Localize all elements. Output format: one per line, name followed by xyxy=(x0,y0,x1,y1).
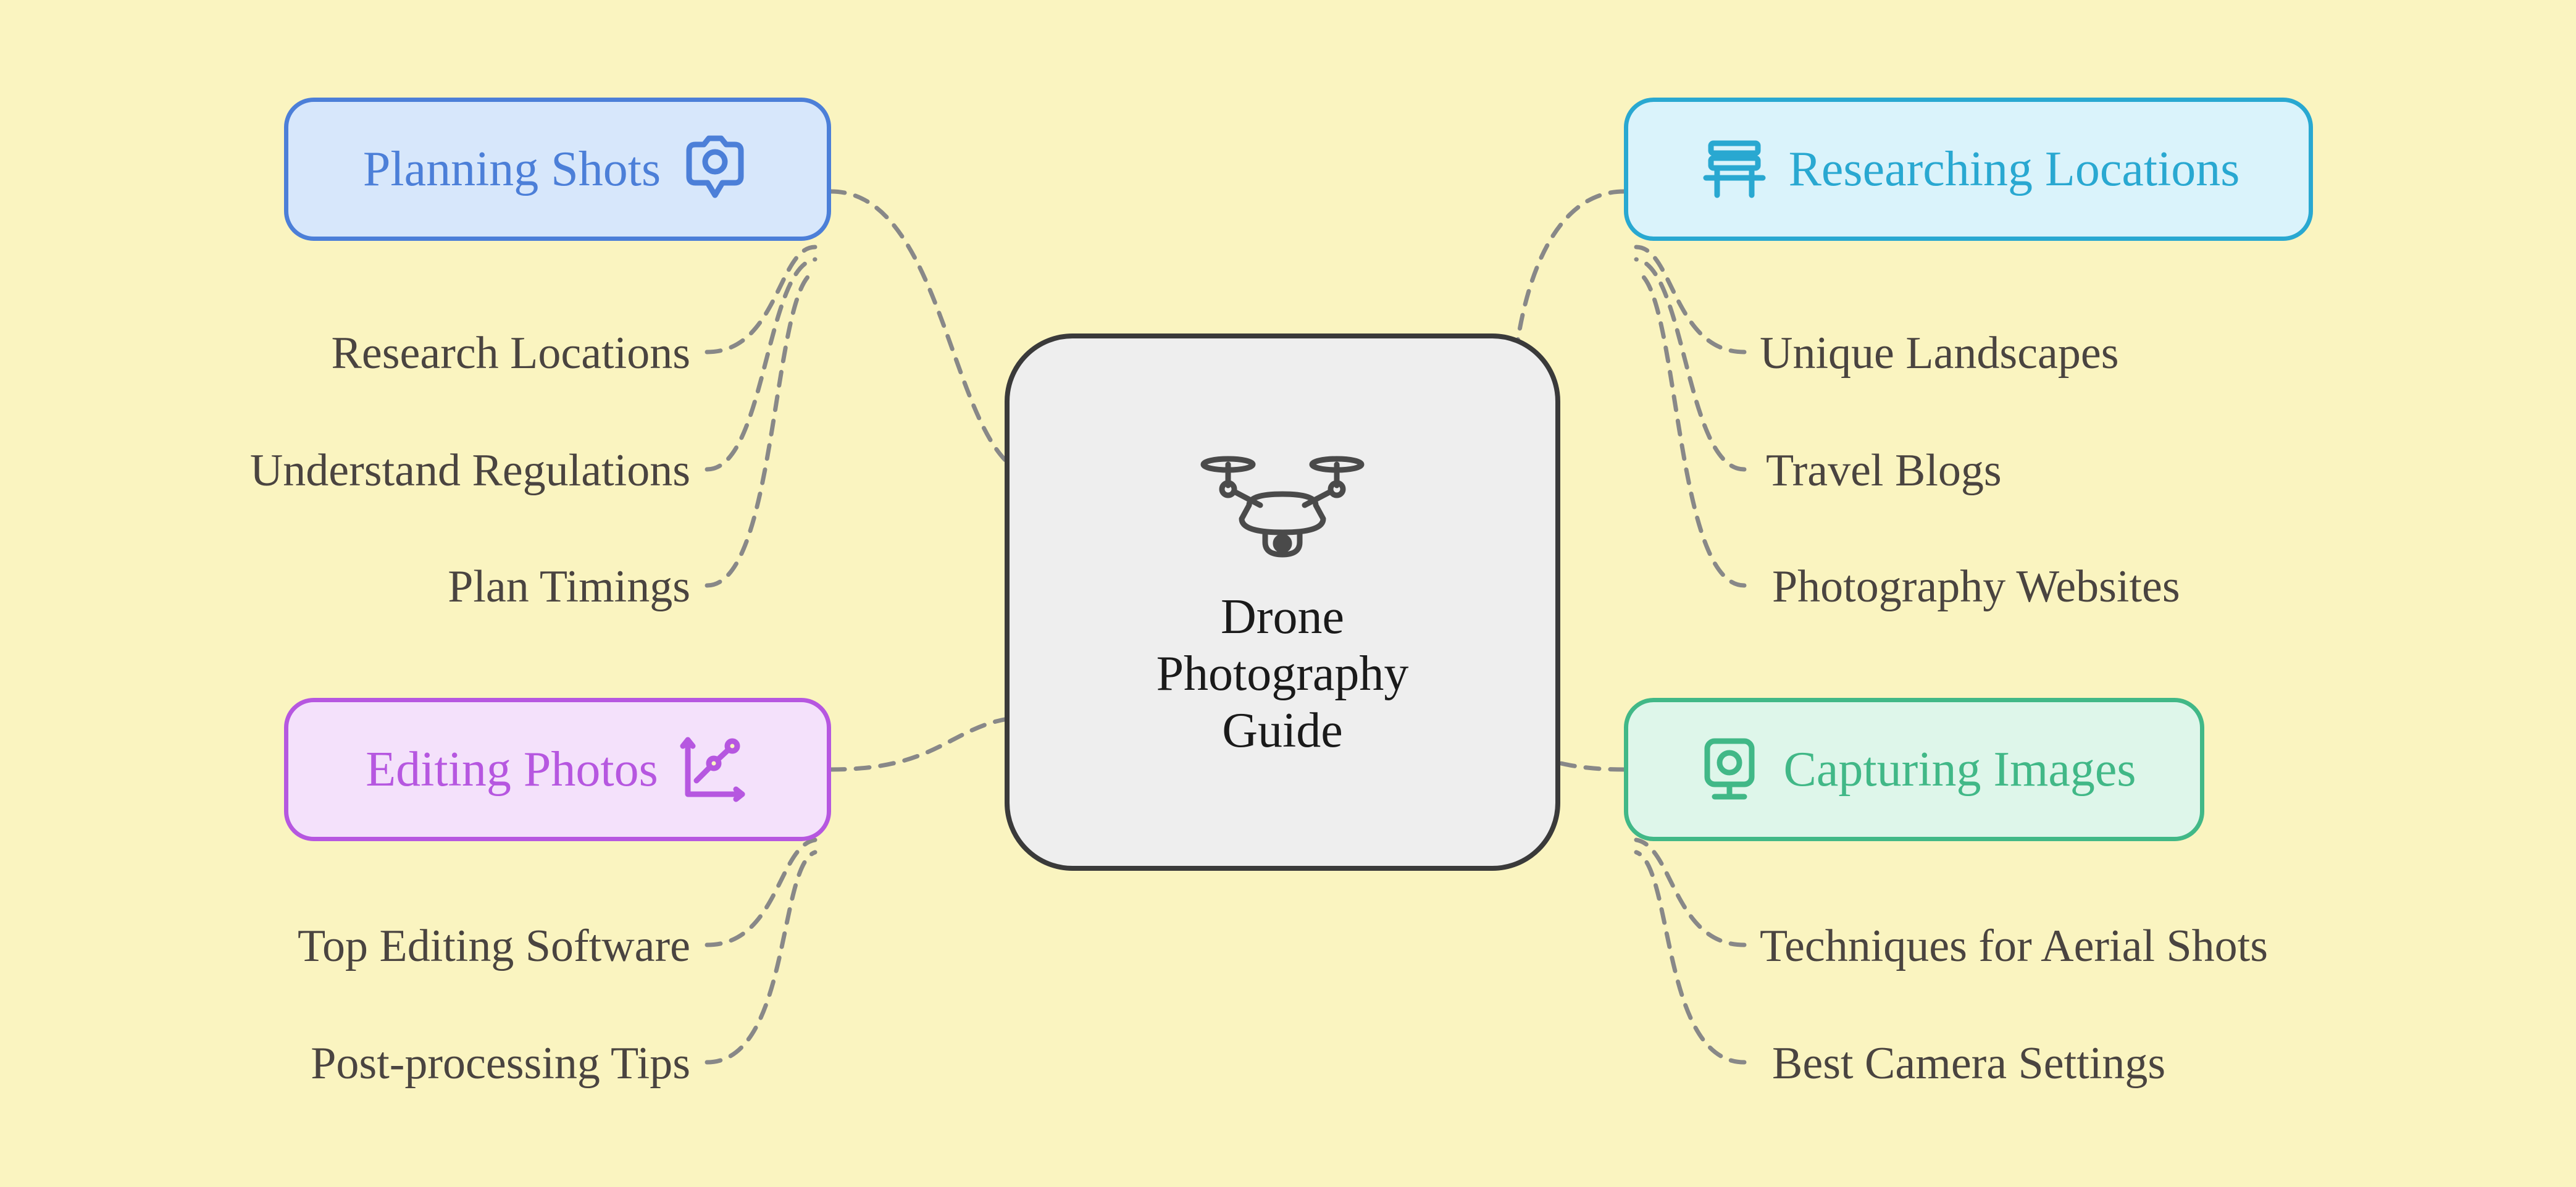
branch-label: Planning Shots xyxy=(363,141,661,198)
sub-item: Travel Blogs xyxy=(1766,445,2002,497)
sub-item: Unique Landscapes xyxy=(1760,327,2119,380)
sub-item: Research Locations xyxy=(332,327,691,380)
webcam-icon-wrap xyxy=(1692,732,1767,807)
branch-label: Capturing Images xyxy=(1784,742,2136,798)
sub-item: Post-processing Tips xyxy=(311,1038,690,1090)
branch-researching: Researching Locations xyxy=(1624,98,2313,241)
branch-label: Researching Locations xyxy=(1789,141,2240,198)
center-title: Drone Photography Guide xyxy=(1156,589,1409,759)
drone-icon xyxy=(1196,446,1369,567)
drone-icon-wrap xyxy=(1196,446,1369,570)
sub-item: Plan Timings xyxy=(448,561,690,613)
branch-editing: Editing Photos xyxy=(284,698,831,841)
bench-icon-wrap xyxy=(1697,132,1771,206)
branch-label: Editing Photos xyxy=(366,742,658,798)
mindmap-canvas: Drone Photography Guide Planning Shots Re… xyxy=(0,0,2576,1187)
bench-icon xyxy=(1697,132,1771,206)
sub-item: Photography Websites xyxy=(1772,561,2180,613)
camera-pin-icon xyxy=(678,132,752,206)
webcam-icon xyxy=(1692,732,1767,807)
sub-item: Best Camera Settings xyxy=(1772,1038,2165,1090)
center-node: Drone Photography Guide xyxy=(1005,333,1560,871)
sub-item: Understand Regulations xyxy=(250,445,690,497)
branch-capturing: Capturing Images xyxy=(1624,698,2204,841)
branch-planning: Planning Shots xyxy=(284,98,831,241)
camera-pin-icon-wrap xyxy=(678,132,752,206)
sub-item: Top Editing Software xyxy=(298,920,690,973)
sub-item: Techniques for Aerial Shots xyxy=(1760,920,2268,973)
graph-icon xyxy=(675,732,750,807)
graph-icon-wrap xyxy=(675,732,750,807)
